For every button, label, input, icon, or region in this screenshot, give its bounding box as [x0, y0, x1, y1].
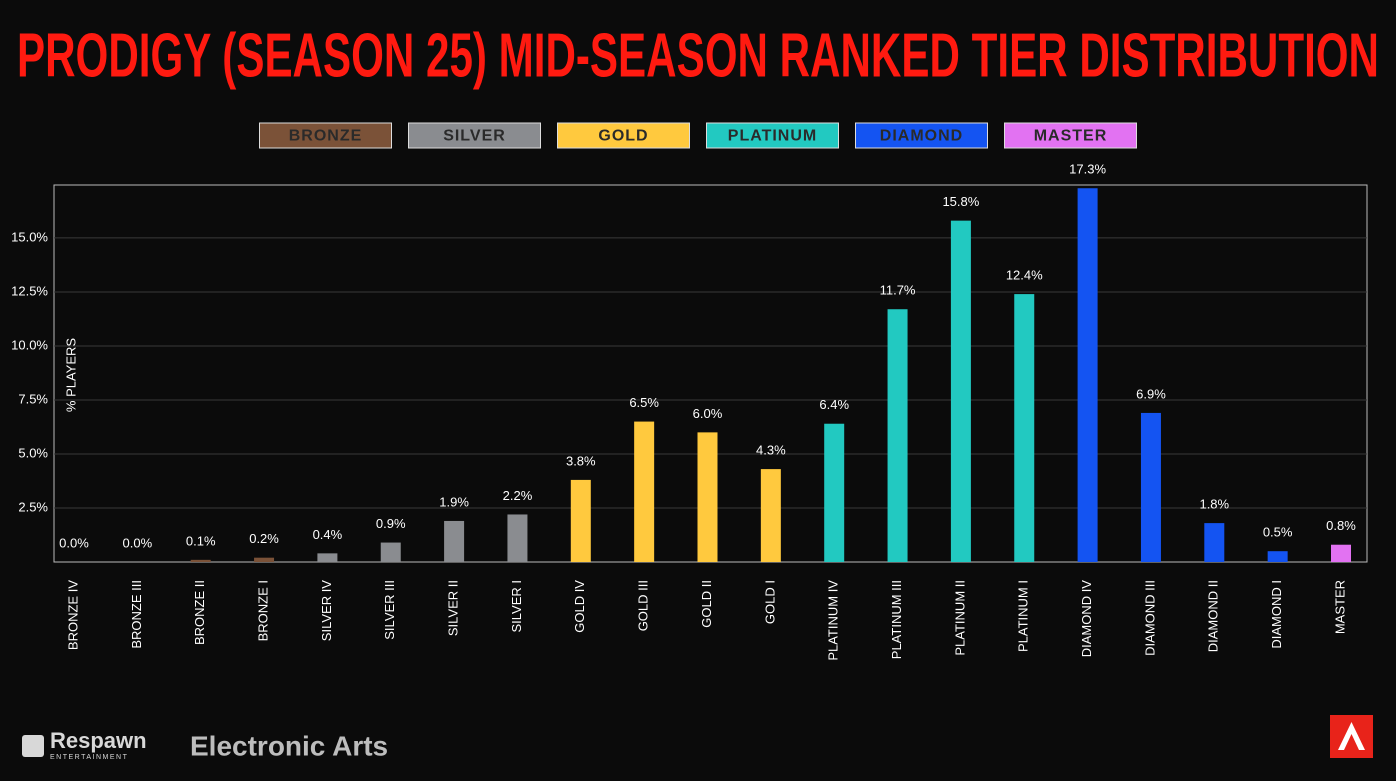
bar — [380, 542, 401, 562]
value-label: 3.8% — [566, 453, 596, 468]
value-label: 0.2% — [249, 531, 279, 546]
bar — [444, 520, 465, 562]
footer: Respawn ENTERTAINMENT Electronic Arts — [22, 715, 1373, 761]
x-tick-label: SILVER II — [446, 580, 461, 636]
legend-label: DIAMOND — [880, 128, 963, 145]
y-axis-label: % PLAYERS — [63, 338, 78, 413]
bar — [887, 309, 908, 562]
apex-logo — [1330, 715, 1373, 758]
bar — [507, 514, 528, 562]
bar — [570, 479, 591, 562]
value-label: 1.8% — [1199, 497, 1229, 512]
value-label: 17.3% — [1069, 162, 1106, 177]
apex-logo-mark — [1338, 722, 1365, 750]
bar — [1204, 523, 1225, 562]
bar — [317, 553, 338, 562]
y-tick-label: 10.0% — [11, 337, 48, 352]
x-tick-label: PLATINUM I — [1016, 580, 1031, 652]
x-tick-label: SILVER IV — [319, 580, 334, 642]
x-tick-label: DIAMOND IV — [1079, 580, 1094, 658]
value-label: 6.9% — [1136, 386, 1166, 401]
bar — [1267, 551, 1288, 562]
value-label: 1.9% — [439, 494, 469, 509]
value-label: 0.1% — [186, 533, 216, 548]
legend-swatch — [259, 122, 392, 149]
x-tick-label: DIAMOND III — [1142, 580, 1157, 656]
value-label: 12.4% — [1006, 268, 1043, 283]
legend-swatch — [706, 122, 839, 149]
value-label: 6.5% — [629, 395, 659, 410]
x-tick-label: SILVER I — [509, 580, 524, 633]
x-tick-label: GOLD III — [636, 580, 651, 631]
x-tick-label: MASTER — [1332, 580, 1347, 634]
legend-swatch — [557, 122, 690, 149]
x-tick-label: GOLD IV — [572, 580, 587, 633]
x-tick-label: DIAMOND II — [1206, 580, 1221, 652]
bar — [697, 432, 718, 562]
legend-label: GOLD — [598, 128, 648, 145]
value-label: 0.0% — [59, 535, 89, 550]
x-tick-label: BRONZE III — [129, 580, 144, 649]
legend-swatch — [1004, 122, 1137, 149]
value-label: 4.3% — [756, 443, 786, 458]
value-label: 6.4% — [819, 397, 849, 412]
value-label: 0.4% — [313, 527, 343, 542]
bar — [950, 220, 971, 562]
x-tick-label: PLATINUM IV — [826, 580, 841, 661]
bar — [760, 469, 781, 562]
legend-swatch — [408, 122, 541, 149]
bar — [190, 559, 211, 562]
value-label: 0.9% — [376, 516, 406, 531]
x-tick-label: PLATINUM II — [952, 580, 967, 656]
value-label: 0.8% — [1326, 518, 1356, 533]
legend-label: SILVER — [443, 128, 506, 145]
value-label: 15.8% — [942, 194, 979, 209]
value-label: 6.0% — [693, 406, 723, 421]
y-tick-label: 15.0% — [11, 229, 48, 244]
x-tick-label: BRONZE IV — [65, 580, 80, 650]
y-tick-label: 12.5% — [11, 283, 48, 298]
bar — [1014, 294, 1035, 562]
bar — [1331, 544, 1351, 562]
x-tick-label: GOLD I — [762, 580, 777, 624]
x-tick-label: PLATINUM III — [889, 580, 904, 659]
x-tick-label: GOLD II — [699, 580, 714, 628]
value-label: 11.7% — [880, 283, 916, 298]
value-label: 0.0% — [123, 535, 153, 550]
value-label: 2.2% — [503, 488, 533, 503]
legend-label: PLATINUM — [728, 128, 817, 145]
x-tick-label: BRONZE II — [192, 580, 207, 645]
x-tick-label: BRONZE I — [255, 580, 270, 641]
y-tick-label: 2.5% — [18, 499, 48, 514]
bar — [1140, 412, 1161, 562]
x-tick-label: SILVER III — [382, 580, 397, 640]
bar — [634, 421, 655, 562]
chart-title: PRODIGY (SEASON 25) MID-SEASON RANKED TI… — [17, 21, 1379, 90]
legend-label: MASTER — [1034, 128, 1108, 145]
respawn-logo: Respawn — [50, 728, 147, 753]
bar — [1077, 188, 1098, 562]
respawn-sub: ENTERTAINMENT — [50, 754, 128, 761]
y-tick-label: 5.0% — [18, 445, 48, 460]
y-tick-label: 7.5% — [18, 391, 48, 406]
legend-label: BRONZE — [289, 128, 363, 145]
legend-swatch — [855, 122, 988, 149]
x-tick-label: DIAMOND I — [1269, 580, 1284, 649]
bar — [824, 423, 845, 562]
respawn-icon — [22, 735, 44, 757]
value-label: 0.5% — [1263, 525, 1293, 540]
bar — [254, 557, 275, 562]
ea-logo: Electronic Arts — [190, 730, 388, 761]
